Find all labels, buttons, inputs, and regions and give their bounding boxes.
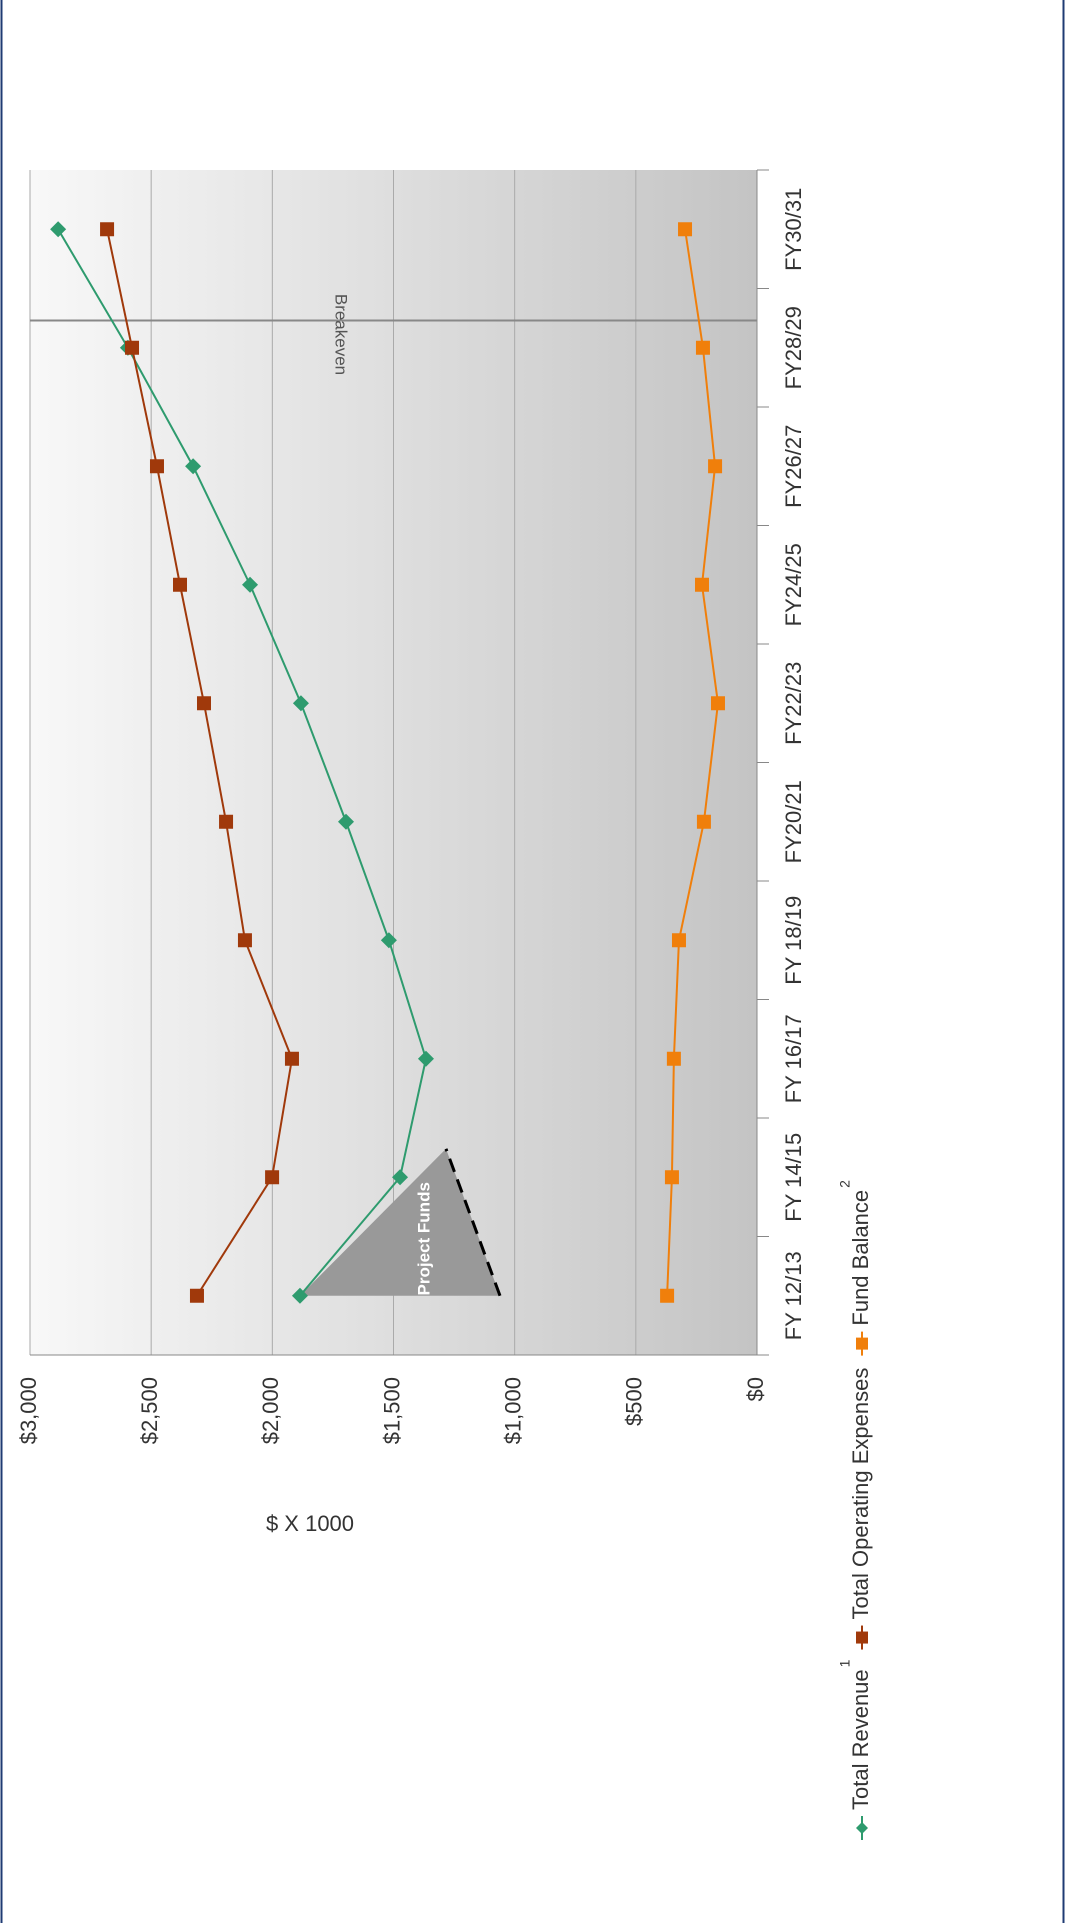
y-tick-label: $3,000 [16,1377,41,1444]
y-tick-label: $500 [622,1377,647,1426]
legend-marker [856,1822,868,1834]
data-point [100,222,115,237]
data-point [695,340,710,355]
legend-label: Total Revenue [848,1669,873,1810]
x-tick-label: FY 18/19 [781,896,806,985]
y-tick-label: $2,500 [137,1377,162,1444]
data-point [417,1050,434,1067]
data-point [338,813,355,830]
legend-note: 2 [837,1180,853,1188]
data-point [678,222,693,237]
series-line [57,228,428,1297]
legend-label: Fund Balance [848,1190,873,1326]
data-point [291,1287,308,1304]
data-point [671,933,686,948]
data-point [660,1288,675,1303]
x-tick-label: FY22/23 [781,662,806,745]
data-point [219,814,234,829]
data-point [173,577,188,592]
legend-note: 1 [837,1659,853,1667]
project-funds-edge [444,1148,502,1297]
project-funds-area [300,1148,500,1296]
y-axis-title: $ X 1000 [266,1511,354,1536]
y-tick-label: $1,500 [379,1377,404,1444]
data-point [284,1051,299,1066]
data-point [189,1288,204,1303]
data-point [149,459,164,474]
legend-marker [856,1337,868,1350]
y-tick-label: $1,000 [500,1377,525,1444]
x-tick-label: FY26/27 [781,425,806,508]
data-point [696,814,711,829]
x-tick-label: FY 16/17 [781,1014,806,1103]
data-point [380,932,397,949]
data-point [664,1170,679,1185]
data-point [292,695,309,712]
series-line [106,229,293,1297]
data-point [125,340,140,355]
data-point [185,458,202,475]
x-tick-label: FY 12/13 [781,1251,806,1340]
y-tick-label: $2,000 [258,1377,283,1444]
legend-marker [856,1631,868,1644]
x-tick-label: FY 14/15 [781,1133,806,1222]
data-point [50,221,67,238]
data-point [196,696,211,711]
y-tick-label: $0 [743,1377,768,1401]
data-point [666,1051,681,1066]
x-tick-label: FY28/29 [781,306,806,389]
data-point [265,1170,280,1185]
data-point [392,1169,409,1186]
chart: $0 $500 $1,000 $1,500 $2,000 $2,500 $3,000 Proj… [16,169,873,1840]
x-tick-label: FY30/31 [781,188,806,271]
x-tick-label: FY24/25 [781,543,806,626]
data-point [237,933,252,948]
data-point [708,459,723,474]
data-point [694,577,709,592]
legend-label: Total Operating Expenses [848,1368,873,1620]
x-tick-label: FY20/21 [781,780,806,863]
breakeven-label: Breakeven [332,294,351,375]
series-line [666,229,719,1296]
data-point [242,576,259,593]
data-point [710,696,725,711]
project-funds-label: Project Funds [414,1182,433,1295]
